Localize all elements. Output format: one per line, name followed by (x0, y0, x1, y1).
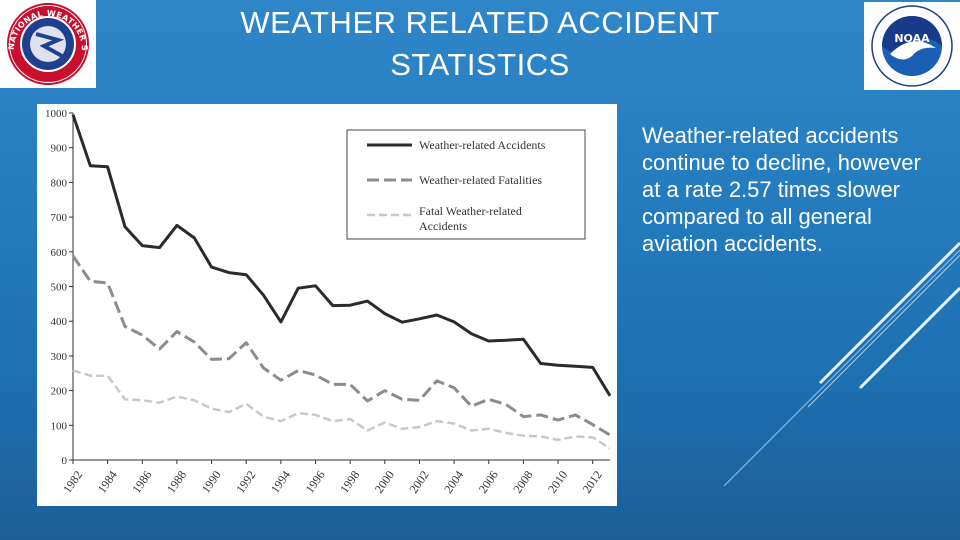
y-tick-label: 300 (51, 351, 68, 363)
x-tick-label: 1994 (268, 468, 293, 496)
x-tick-label: 1996 (303, 468, 328, 496)
series-line-3 (72, 369, 611, 450)
y-tick-label: 1000 (45, 108, 68, 120)
noaa-logo: NOAA (864, 2, 960, 90)
x-tick-label: 2008 (510, 468, 535, 496)
y-tick-label: 100 (51, 420, 68, 432)
nws-logo-icon: NATIONAL WEATHER SERVICE (0, 0, 89, 85)
series-line-1 (71, 114, 612, 397)
legend-label-2: Weather-related Fatalities (419, 173, 542, 187)
x-tick-label: 2004 (441, 468, 466, 496)
x-tick-label: 2002 (406, 468, 431, 496)
line-chart: 0 100 200 300 400 500 600 700 800 900 1000 1982 1984… (45, 108, 612, 496)
legend-label-1: Weather-related Accidents (419, 138, 546, 152)
y-tick-label: 500 (51, 282, 68, 294)
nws-logo: NATIONAL WEATHER SERVICE (0, 0, 96, 88)
y-tick-label: 800 (51, 177, 68, 189)
slide-title-line-1: WEATHER RELATED ACCIDENT (240, 5, 720, 40)
y-tick-label: 600 (51, 247, 68, 259)
y-tick-label: 200 (51, 386, 68, 398)
x-tick-label: 1988 (164, 468, 189, 496)
x-tick-label: 2012 (580, 468, 605, 496)
y-tick-label: 900 (51, 143, 68, 155)
legend-label-3: Fatal Weather-related Accidents (419, 204, 522, 233)
x-tick-label: 1984 (95, 468, 120, 496)
x-tick-label: 1992 (233, 468, 258, 496)
x-tick-label: 1998 (337, 468, 362, 496)
slide-title-line-2: STATISTICS (390, 47, 570, 82)
slide-title: WEATHER RELATED ACCIDENT STATISTICS (150, 2, 810, 86)
x-tick-label: 2000 (372, 468, 397, 496)
legend-box (346, 129, 586, 240)
series-line-2 (71, 255, 611, 437)
y-tick-label: 0 (62, 455, 68, 467)
x-tick-label: 1986 (129, 468, 154, 496)
x-tick-label: 2006 (476, 468, 501, 496)
x-tick-label: 2010 (545, 468, 570, 496)
y-tick-label: 700 (51, 212, 68, 224)
y-tick-label: 400 (51, 316, 68, 328)
x-tick-label: 1982 (60, 468, 85, 496)
chart-panel: 0 100 200 300 400 500 600 700 800 900 1000 1982 1984… (37, 104, 617, 506)
x-tick-label: 1990 (199, 468, 224, 496)
svg-text:NOAA: NOAA (894, 32, 930, 45)
body-text: Weather-related accidents continue to de… (642, 123, 921, 256)
noaa-logo-icon: NOAA (871, 5, 953, 87)
